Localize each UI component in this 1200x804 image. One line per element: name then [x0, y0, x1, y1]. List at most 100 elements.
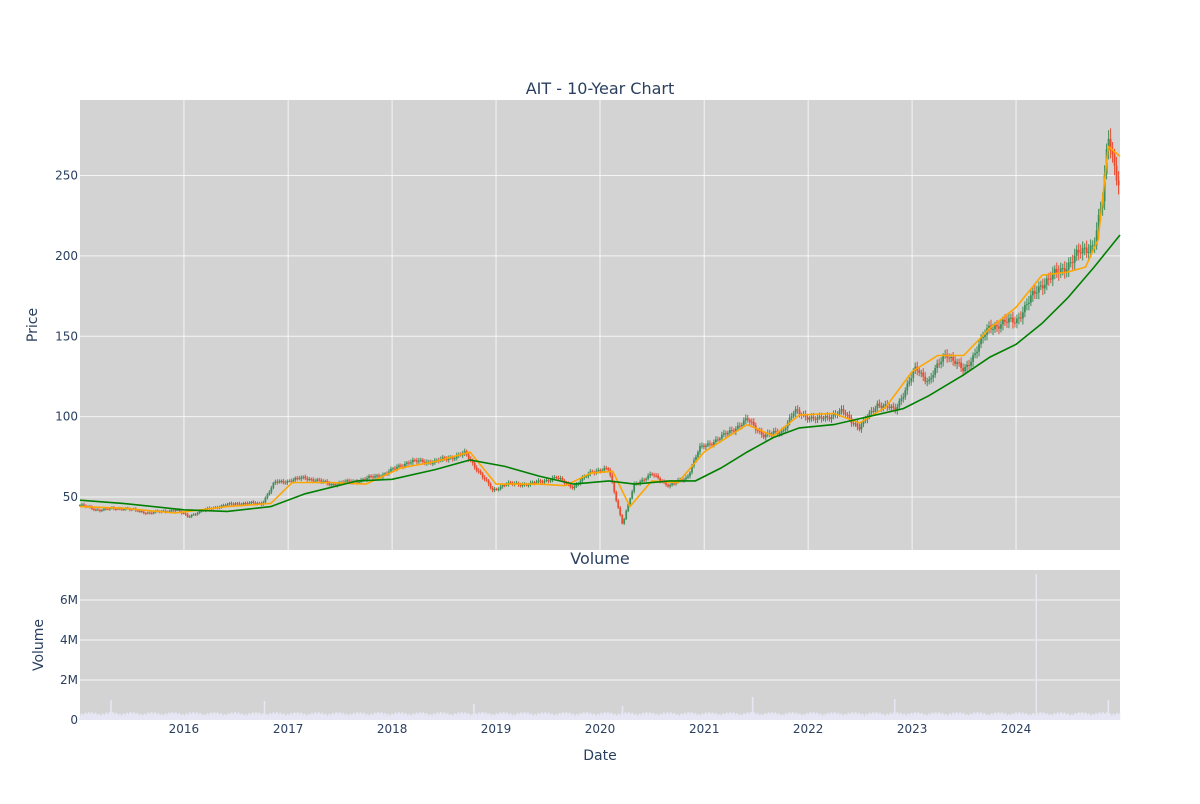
volume-bar — [1038, 712, 1041, 720]
candle-body — [138, 510, 141, 512]
volume-bar — [439, 712, 442, 720]
volume-bar — [438, 714, 440, 720]
candle-body — [601, 470, 604, 472]
volume-bar — [732, 712, 734, 720]
volume-bar — [820, 713, 822, 720]
volume-bar — [121, 716, 123, 720]
volume-bar — [252, 713, 255, 720]
volume-bar — [1012, 713, 1014, 720]
volume-bar — [767, 712, 770, 720]
volume-bar — [1034, 715, 1036, 720]
volume-bar — [501, 714, 503, 720]
volume-bar — [85, 713, 87, 720]
volume-bar — [756, 713, 759, 720]
volume-bar — [84, 712, 86, 720]
volume-bar — [91, 712, 93, 720]
candle-body — [780, 430, 783, 433]
volume-bar — [369, 716, 371, 720]
volume-bar — [222, 715, 225, 720]
candle-body — [549, 480, 552, 482]
candle-body — [220, 505, 223, 508]
volume-bar — [605, 714, 607, 720]
volume-bar — [763, 713, 765, 720]
volume-bar — [650, 715, 653, 720]
volume-bar — [679, 716, 681, 720]
volume-bar — [942, 712, 944, 720]
volume-bar — [599, 713, 601, 720]
volume-bar — [134, 714, 137, 720]
volume-bar — [617, 713, 619, 720]
volume-bar — [442, 713, 444, 720]
volume-bar — [676, 713, 678, 720]
candle-body — [1113, 154, 1116, 166]
volume-bar — [889, 712, 891, 720]
volume-bar — [920, 712, 923, 720]
volume-bar — [734, 715, 736, 720]
volume-bar — [890, 712, 892, 720]
volume-bar — [727, 714, 730, 720]
candle-body — [79, 505, 81, 506]
volume-bar — [249, 713, 251, 720]
volume-bar — [219, 714, 221, 720]
volume-bar — [744, 713, 746, 720]
volume-bar — [981, 713, 983, 720]
volume-bar — [456, 714, 458, 720]
volume-bar — [597, 713, 599, 720]
volume-bar — [210, 713, 213, 720]
volume-bar — [591, 714, 593, 720]
volume-bar — [1113, 714, 1116, 720]
volume-bar — [441, 714, 443, 720]
volume-bar — [398, 712, 401, 720]
volume-bar — [1003, 713, 1005, 720]
volume-bar — [358, 713, 360, 720]
candle-body — [264, 497, 267, 503]
volume-bar — [903, 713, 906, 720]
volume-bar — [1077, 712, 1079, 720]
volume-bar — [523, 712, 525, 720]
candle-body — [1006, 321, 1008, 323]
volume-bar — [522, 713, 524, 720]
volume-bar — [573, 713, 575, 720]
volume-bar — [1041, 714, 1043, 720]
volume-bar — [402, 712, 404, 720]
volume-bar — [261, 714, 263, 720]
candle-body — [1051, 273, 1054, 280]
volume-bar — [300, 712, 302, 720]
candle-body — [1012, 317, 1014, 323]
volume-bar — [807, 713, 809, 720]
volume-bar — [245, 713, 247, 720]
volume-bar — [703, 714, 706, 720]
candle-body — [505, 484, 508, 486]
volume-bar — [108, 712, 110, 720]
volume-bar — [851, 712, 853, 720]
volume-bar — [883, 713, 885, 720]
volume-bar — [158, 714, 161, 720]
volume-bar — [102, 713, 104, 720]
candle-body — [1049, 278, 1052, 280]
volume-bar — [1000, 713, 1002, 720]
volume-bar — [420, 713, 422, 720]
volume-bar — [692, 715, 695, 720]
volume-bar — [576, 713, 578, 720]
candle-body — [892, 406, 895, 408]
candle-body — [467, 454, 470, 460]
volume-bar — [238, 712, 240, 720]
volume-bar — [272, 712, 274, 720]
volume-bar — [253, 715, 255, 720]
volume-bar — [533, 715, 535, 720]
candle-body — [958, 362, 961, 364]
candle-body — [856, 423, 859, 427]
volume-bar — [155, 713, 157, 720]
candle-body — [814, 418, 817, 420]
volume-bar — [710, 713, 712, 720]
volume-bar — [285, 716, 287, 720]
volume-bar — [461, 712, 463, 720]
volume-bar — [431, 716, 433, 720]
candle-body — [782, 429, 785, 431]
volume-bar — [224, 714, 226, 720]
volume-bar — [564, 713, 566, 720]
volume-bar — [1054, 713, 1056, 720]
volume-bar — [497, 714, 499, 720]
volume-bar — [901, 713, 903, 720]
volume-bar — [1020, 714, 1023, 720]
